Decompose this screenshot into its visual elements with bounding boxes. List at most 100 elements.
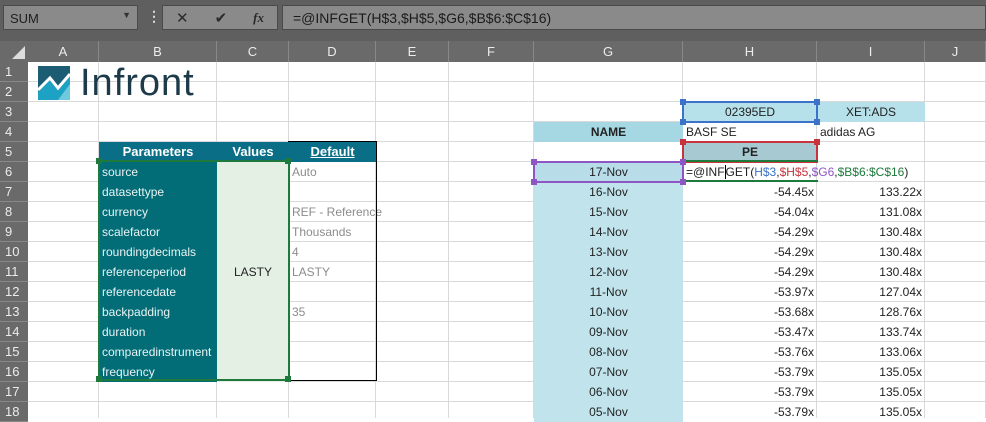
ref-handle[interactable] — [680, 119, 686, 125]
pe-value-adidas[interactable]: 130.48x — [879, 265, 922, 279]
pe-value-adidas[interactable]: 133.06x — [879, 345, 922, 359]
row-header-8[interactable]: 8 — [0, 202, 28, 222]
more-options-icon[interactable]: ⋮ — [147, 8, 161, 24]
pe-value-basf[interactable]: -53.97x — [773, 285, 814, 299]
param-default[interactable]: 4 — [292, 245, 299, 259]
pe-value-basf[interactable]: -54.45x — [773, 185, 814, 199]
column-header-G[interactable]: G — [534, 41, 683, 62]
column-header-F[interactable]: F — [449, 41, 534, 62]
date-cell[interactable]: 08-Nov — [534, 342, 683, 362]
param-name[interactable]: comparedinstrument — [99, 342, 217, 362]
field-pe[interactable]: PE — [683, 142, 817, 162]
formula-input[interactable]: =@INFGET(H$3,$H$5,$G6,$B$6:$C$16) — [282, 5, 986, 30]
param-name[interactable]: currency — [99, 202, 217, 222]
pe-value-adidas[interactable]: 131.08x — [879, 205, 922, 219]
param-default[interactable]: Thousands — [292, 225, 352, 239]
param-default[interactable] — [289, 182, 376, 202]
instrument-name-h4[interactable]: BASF SE — [686, 125, 737, 139]
param-value[interactable] — [217, 362, 289, 382]
name-label[interactable]: NAME — [534, 122, 683, 142]
param-name[interactable]: source — [99, 162, 217, 182]
param-default[interactable]: 35 — [292, 305, 306, 319]
select-all-button[interactable] — [0, 41, 28, 62]
ref-handle[interactable] — [814, 99, 820, 105]
pe-value-adidas[interactable]: 135.05x — [879, 365, 922, 379]
date-cell[interactable]: 11-Nov — [534, 282, 683, 302]
range-handle[interactable] — [96, 376, 102, 382]
insert-function-icon[interactable]: fx — [253, 9, 264, 25]
param-default[interactable]: Auto — [292, 165, 317, 179]
enter-icon[interactable]: ✔ — [214, 9, 228, 27]
row-header-4[interactable]: 4 — [0, 122, 28, 142]
date-cell[interactable]: 12-Nov — [534, 262, 683, 282]
column-header-E[interactable]: E — [376, 41, 449, 62]
pe-value-adidas[interactable]: 135.05x — [879, 385, 922, 399]
date-cell[interactable]: 06-Nov — [534, 382, 683, 402]
date-cell[interactable]: 09-Nov — [534, 322, 683, 342]
param-value[interactable] — [217, 282, 289, 302]
date-cell-g6[interactable]: 17-Nov — [534, 162, 683, 182]
range-handle[interactable] — [285, 158, 291, 164]
ref-handle[interactable] — [680, 139, 686, 145]
date-cell[interactable]: 10-Nov — [534, 302, 683, 322]
row-header-11[interactable]: 11 — [0, 262, 28, 282]
cancel-icon[interactable]: ✕ — [176, 9, 189, 27]
param-value[interactable] — [217, 322, 289, 342]
row-header-2[interactable]: 2 — [0, 82, 28, 102]
column-header-H[interactable]: H — [683, 41, 817, 62]
row-header-1[interactable]: 1 — [0, 62, 28, 82]
column-header-B[interactable]: B — [99, 41, 217, 62]
date-cell[interactable]: 07-Nov — [534, 362, 683, 382]
param-value[interactable] — [217, 202, 289, 222]
param-value[interactable] — [217, 222, 289, 242]
column-header-D[interactable]: D — [289, 41, 376, 62]
param-name[interactable]: duration — [99, 322, 217, 342]
date-cell[interactable]: 13-Nov — [534, 242, 683, 262]
ref-handle[interactable] — [680, 159, 686, 165]
ref-handle[interactable] — [531, 179, 537, 185]
param-name[interactable]: referencedate — [99, 282, 217, 302]
param-name[interactable]: datasettype — [99, 182, 217, 202]
pe-value-basf[interactable]: -54.29x — [773, 225, 814, 239]
param-default[interactable]: REF - Reference — [292, 205, 383, 219]
column-header-I[interactable]: I — [817, 41, 925, 62]
row-header-16[interactable]: 16 — [0, 362, 28, 382]
column-header-C[interactable]: C — [217, 41, 289, 62]
param-name[interactable]: frequency — [99, 362, 217, 382]
ref-handle[interactable] — [814, 139, 820, 145]
param-default[interactable] — [289, 282, 376, 302]
pe-value-adidas[interactable]: 133.22x — [879, 185, 922, 199]
param-value[interactable] — [217, 162, 289, 182]
date-cell[interactable]: 16-Nov — [534, 182, 683, 202]
ref-handle[interactable] — [814, 119, 820, 125]
row-header-7[interactable]: 7 — [0, 182, 28, 202]
pe-value-basf[interactable]: -53.79x — [773, 385, 814, 399]
ref-handle[interactable] — [680, 99, 686, 105]
pe-value-adidas[interactable]: 127.04x — [879, 285, 922, 299]
chevron-down-icon[interactable]: ▼ — [122, 10, 131, 20]
param-name[interactable]: roundingdecimals — [99, 242, 217, 262]
row-header-5[interactable]: 5 — [0, 142, 28, 162]
pe-value-basf[interactable]: -53.79x — [773, 405, 814, 419]
param-value[interactable] — [217, 342, 289, 362]
param-default[interactable] — [289, 322, 376, 342]
date-cell[interactable]: 14-Nov — [534, 222, 683, 242]
param-default[interactable] — [289, 342, 376, 362]
date-cell[interactable]: 15-Nov — [534, 202, 683, 222]
param-value[interactable] — [217, 182, 289, 202]
pe-value-basf[interactable]: -54.29x — [773, 245, 814, 259]
param-value[interactable] — [217, 302, 289, 322]
date-cell[interactable]: 05-Nov — [534, 402, 683, 422]
ref-handle[interactable] — [680, 179, 686, 185]
param-value[interactable] — [217, 242, 289, 262]
instrument-name-i4[interactable]: adidas AG — [820, 125, 876, 139]
pe-value-adidas[interactable]: 133.74x — [879, 325, 922, 339]
row-header-18[interactable]: 18 — [0, 402, 28, 422]
row-header-17[interactable]: 17 — [0, 382, 28, 402]
param-name[interactable]: scalefactor — [99, 222, 217, 242]
range-handle[interactable] — [285, 376, 291, 382]
row-header-13[interactable]: 13 — [0, 302, 28, 322]
row-header-6[interactable]: 6 — [0, 162, 28, 182]
pe-value-basf[interactable]: -53.47x — [773, 325, 814, 339]
row-header-12[interactable]: 12 — [0, 282, 28, 302]
